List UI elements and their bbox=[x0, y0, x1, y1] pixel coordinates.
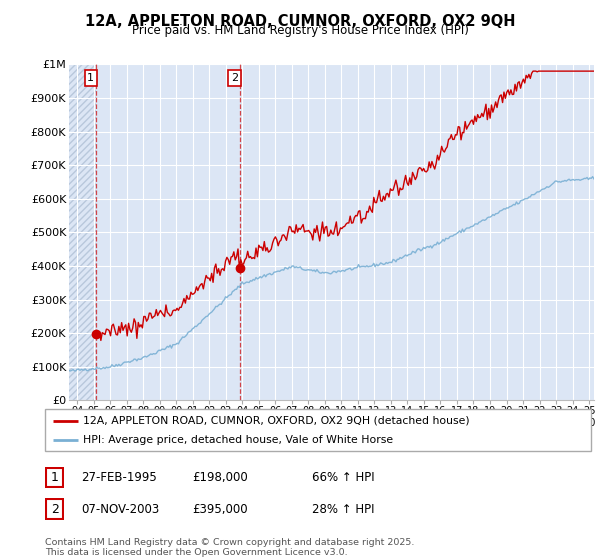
Text: 27-FEB-1995: 27-FEB-1995 bbox=[81, 471, 157, 484]
FancyBboxPatch shape bbox=[46, 468, 63, 487]
Text: 2: 2 bbox=[231, 73, 238, 83]
Text: 07-NOV-2003: 07-NOV-2003 bbox=[81, 502, 159, 516]
Text: 66% ↑ HPI: 66% ↑ HPI bbox=[312, 471, 374, 484]
Text: 1: 1 bbox=[50, 471, 59, 484]
Text: HPI: Average price, detached house, Vale of White Horse: HPI: Average price, detached house, Vale… bbox=[83, 435, 394, 445]
Text: 12A, APPLETON ROAD, CUMNOR, OXFORD, OX2 9QH (detached house): 12A, APPLETON ROAD, CUMNOR, OXFORD, OX2 … bbox=[83, 416, 470, 426]
Text: 2: 2 bbox=[50, 502, 59, 516]
FancyBboxPatch shape bbox=[45, 409, 591, 451]
Text: £198,000: £198,000 bbox=[192, 471, 248, 484]
Text: 28% ↑ HPI: 28% ↑ HPI bbox=[312, 502, 374, 516]
Text: Price paid vs. HM Land Registry's House Price Index (HPI): Price paid vs. HM Land Registry's House … bbox=[131, 24, 469, 37]
Text: 12A, APPLETON ROAD, CUMNOR, OXFORD, OX2 9QH: 12A, APPLETON ROAD, CUMNOR, OXFORD, OX2 … bbox=[85, 14, 515, 29]
Text: Contains HM Land Registry data © Crown copyright and database right 2025.
This d: Contains HM Land Registry data © Crown c… bbox=[45, 538, 415, 557]
Text: 1: 1 bbox=[87, 73, 94, 83]
Text: £395,000: £395,000 bbox=[192, 502, 248, 516]
FancyBboxPatch shape bbox=[46, 500, 63, 519]
